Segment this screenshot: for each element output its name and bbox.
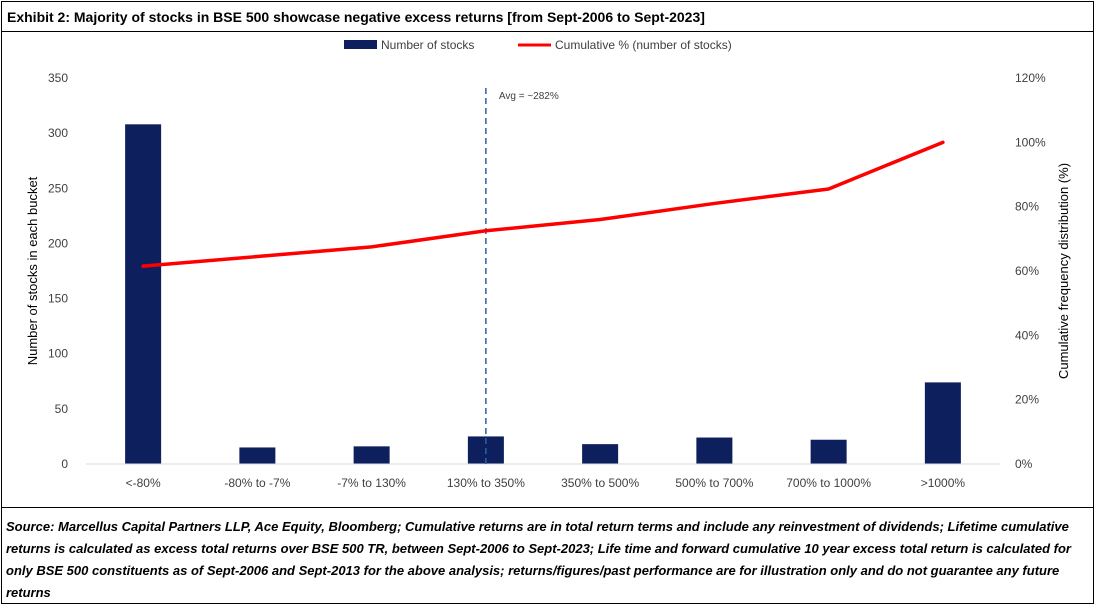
x-tick-label: 130% to 350% bbox=[447, 476, 525, 490]
bar bbox=[125, 124, 162, 464]
y2-tick-label: 80% bbox=[1015, 200, 1039, 214]
y2-tick-label: 40% bbox=[1015, 328, 1039, 342]
left-axis: 0 50 100 150 200 250 300 350 bbox=[48, 71, 68, 471]
line-series bbox=[141, 140, 945, 268]
bar bbox=[582, 444, 619, 464]
x-tick-label: 700% to 1000% bbox=[786, 476, 871, 490]
legend-label-line: Cumulative % (number of stocks) bbox=[555, 38, 732, 52]
y2-tick-label: 20% bbox=[1015, 393, 1039, 407]
bar bbox=[924, 382, 961, 464]
y2-axis-title: Cumulative frequency distribution (%) bbox=[1056, 163, 1071, 379]
title-bar: Exhibit 2: Majority of stocks in BSE 500… bbox=[2, 2, 1093, 32]
y-tick-label: 300 bbox=[48, 126, 68, 140]
y2-tick-label: 100% bbox=[1015, 135, 1046, 149]
x-tick-label: 500% to 700% bbox=[675, 476, 753, 490]
x-axis: <-80% -80% to -7% -7% to 130% 130% to 350% 3… bbox=[126, 476, 966, 490]
combo-chart: Number of stocks Cumulative % (number of… bbox=[25, 38, 1071, 490]
y2-tick-label: 0% bbox=[1015, 457, 1033, 471]
y-tick-label: 250 bbox=[48, 181, 68, 195]
x-tick-label: -7% to 130% bbox=[337, 476, 406, 490]
exhibit-title: Exhibit 2: Majority of stocks in BSE 500… bbox=[7, 9, 705, 25]
avg-label: Avg = ~282% bbox=[499, 91, 559, 102]
y2-tick-label: 120% bbox=[1015, 71, 1046, 85]
y-tick-label: 0 bbox=[61, 457, 68, 471]
y-tick-label: 150 bbox=[48, 292, 68, 306]
y-tick-label: 200 bbox=[48, 236, 68, 250]
bar bbox=[810, 439, 847, 464]
y-tick-label: 50 bbox=[55, 402, 69, 416]
legend: Number of stocks Cumulative % (number of… bbox=[344, 38, 732, 52]
y-axis-title: Number of stocks in each bucket bbox=[25, 176, 40, 365]
x-tick-label: -80% to -7% bbox=[224, 476, 290, 490]
bar-series bbox=[125, 124, 961, 464]
bar bbox=[696, 437, 733, 464]
x-tick-label: >1000% bbox=[921, 476, 966, 490]
avg-annotation: Avg = ~282% bbox=[485, 88, 559, 464]
source-footer: Source: Marcellus Capital Partners LLP, … bbox=[2, 507, 1093, 605]
y-tick-label: 350 bbox=[48, 71, 68, 85]
source-note: Source: Marcellus Capital Partners LLP, … bbox=[6, 519, 1071, 600]
cumulative-line bbox=[141, 140, 945, 268]
y-tick-label: 100 bbox=[48, 347, 68, 361]
y2-tick-label: 60% bbox=[1015, 264, 1039, 278]
x-tick-label: 350% to 500% bbox=[561, 476, 639, 490]
right-axis: 0% 20% 40% 60% 80% 100% 120% bbox=[1015, 71, 1046, 471]
legend-label-bars: Number of stocks bbox=[381, 38, 474, 52]
x-tick-label: <-80% bbox=[126, 476, 161, 490]
bar bbox=[353, 446, 390, 464]
bar bbox=[239, 447, 276, 464]
legend-swatch-bars bbox=[344, 40, 377, 49]
